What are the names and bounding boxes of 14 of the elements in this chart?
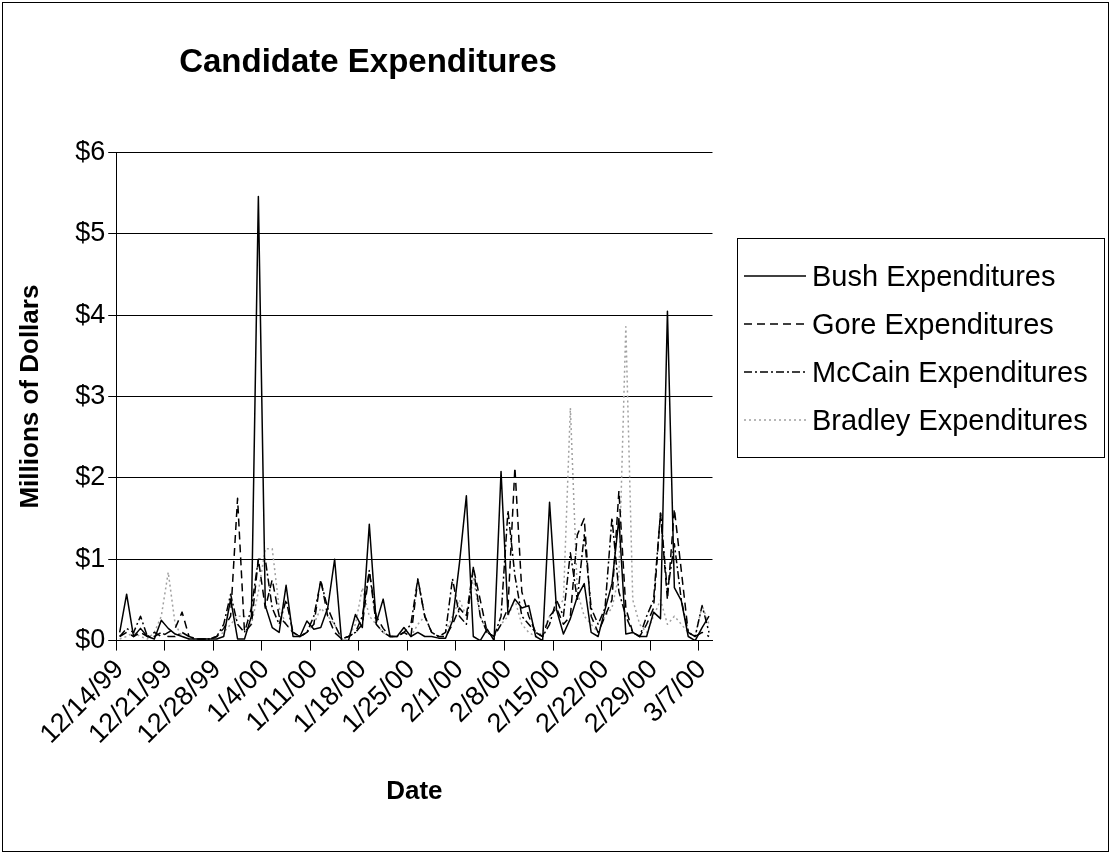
y-tick-label: $2 <box>75 461 106 492</box>
legend-label: Bush Expenditures <box>812 259 1056 293</box>
x-axis-title: Date <box>386 774 443 805</box>
y-tick-label: $0 <box>75 624 106 655</box>
legend-label: Bradley Expenditures <box>812 403 1088 437</box>
y-tick-label: $4 <box>75 298 106 329</box>
y-tick-label: $1 <box>75 542 106 573</box>
y-tick-label: $6 <box>75 136 106 167</box>
legend-label: McCain Expenditures <box>812 355 1088 389</box>
y-axis-title: Millions of Dollars <box>13 284 44 509</box>
y-tick-label: $3 <box>75 380 106 411</box>
y-tick-label: $5 <box>75 217 106 248</box>
chart-title: Candidate Expenditures <box>179 41 557 79</box>
legend-label: Gore Expenditures <box>812 307 1054 341</box>
